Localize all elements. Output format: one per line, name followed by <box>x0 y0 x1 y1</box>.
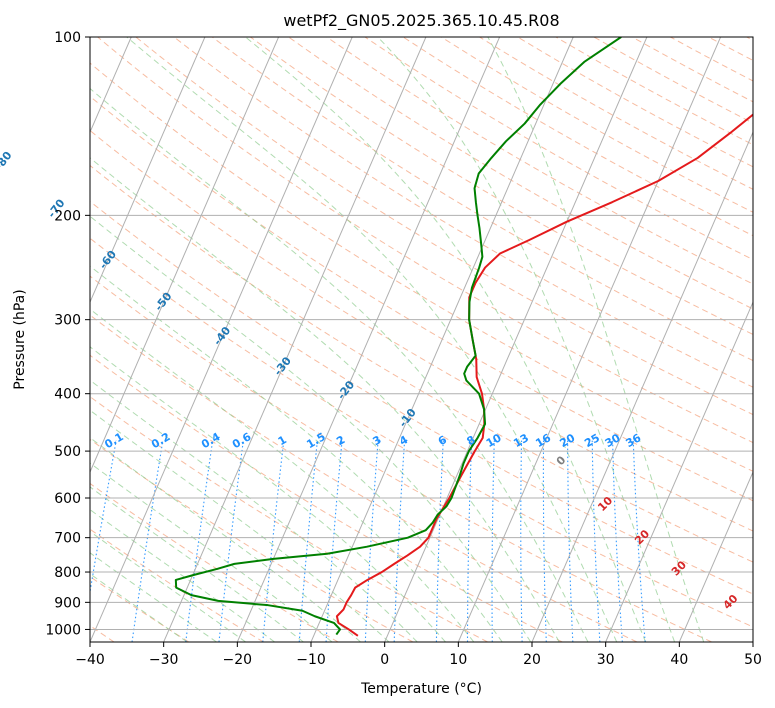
y-tick-label-6: 700 <box>54 531 81 547</box>
mixing-ratio-line-6 <box>325 440 343 642</box>
isotherm-16 <box>457 37 722 642</box>
axes: −40 −30 −20 −10 0 10 20 30 40 50 100 200 300 400 500 60… <box>45 30 762 668</box>
moist-adiabat-17 <box>377 37 676 642</box>
moist-adiabat-1 <box>90 552 217 642</box>
plot-frame <box>89 36 754 643</box>
y-tick-label-1: 200 <box>54 208 81 224</box>
dry-adiabat-31 <box>555 37 753 146</box>
y-tick-label-4: 500 <box>54 444 81 460</box>
x-tick-label-1: −30 <box>149 652 179 668</box>
mixing-ratio-line-4 <box>262 440 285 642</box>
dry-adiabat-26 <box>364 37 753 261</box>
y-tick-label-2: 300 <box>54 313 81 329</box>
isotherm-11 <box>90 37 353 642</box>
isotherm-10 <box>90 37 280 474</box>
moist-adiabat-13 <box>90 157 560 642</box>
dry-adiabat-15 <box>90 164 753 563</box>
y-tick-label-3: 400 <box>54 387 81 403</box>
mixing-ratio-line-15 <box>591 440 601 642</box>
isotherm-15 <box>384 37 648 642</box>
y-tick-label-9: 1000 <box>45 622 81 638</box>
plot-area <box>90 37 753 642</box>
moist-adiabat-18 <box>487 37 705 642</box>
dry-adiabat-17 <box>90 95 753 502</box>
mixing-ratio-line-13 <box>542 440 547 642</box>
mixing-ratio-line-2 <box>185 440 214 642</box>
moist-adiabat-10 <box>90 308 475 642</box>
chart-title: wetPf2_GN05.2025.365.10.45.R08 <box>283 11 559 31</box>
y-tick-label-8: 900 <box>54 595 81 611</box>
x-tick-label-9: 50 <box>744 652 762 668</box>
isotherm-14 <box>310 37 574 642</box>
mixing-ratio-line-16 <box>612 440 623 642</box>
x-tick-label-4: 0 <box>380 652 389 668</box>
mixing-ratio-line-5 <box>298 440 318 642</box>
moist-adiabat-8 <box>90 379 418 642</box>
y-tick-label-7: 800 <box>54 565 81 581</box>
mixing-ratio-line-17 <box>632 440 646 642</box>
isotherm-19 <box>678 470 753 642</box>
x-tick-label-8: 40 <box>670 652 688 668</box>
moist-adiabat-16 <box>245 37 647 642</box>
moist-adiabat-2 <box>90 530 246 642</box>
x-tick-label-3: −10 <box>296 652 326 668</box>
dry-adiabat-7 <box>90 482 339 642</box>
moist-adiabat-11 <box>90 265 503 642</box>
y-tick-label-5: 600 <box>54 491 81 507</box>
dry-adiabat-19 <box>97 37 753 444</box>
dry-adiabat-10 <box>90 354 563 642</box>
dry-adiabat-25 <box>326 37 753 285</box>
moist-adiabat-0 <box>90 573 188 642</box>
gridlines <box>90 37 753 642</box>
dry-adiabat-11 <box>90 314 638 642</box>
isotherm-13 <box>236 37 501 642</box>
mixing-ratio-line-11 <box>491 440 495 642</box>
moist-adiabat-15 <box>126 37 618 642</box>
mixing-ratio-line-10 <box>466 440 473 642</box>
dry-adiabat-28 <box>441 37 753 213</box>
isotherm-18 <box>605 300 753 642</box>
y-tick-label-0: 100 <box>54 30 81 46</box>
mixing-ratio-line-14 <box>567 440 574 642</box>
dry-adiabat-27 <box>402 37 753 237</box>
y-axis-label: Pressure (hPa) <box>12 289 28 389</box>
x-tick-label-6: 20 <box>523 652 541 668</box>
moist-adiabat-5 <box>90 462 333 642</box>
dry-adiabat-18 <box>90 62 753 472</box>
dry-adiabat-30 <box>517 37 753 168</box>
mixing-ratio-line-7 <box>364 440 379 642</box>
x-tick-label-7: 30 <box>597 652 615 668</box>
x-tick-label-2: −20 <box>223 652 253 668</box>
isotherm-9 <box>90 37 206 304</box>
x-axis-label: Temperature (°C) <box>360 681 482 697</box>
moist-adiabat-7 <box>90 409 390 642</box>
dry-adiabat-29 <box>479 37 753 190</box>
x-tick-label-5: 10 <box>449 652 467 668</box>
mixing-ratio-line-8 <box>393 440 406 642</box>
dewpoint-line <box>174 37 622 636</box>
mixing-ratio-line-3 <box>218 440 244 642</box>
dry-adiabat-24 <box>288 37 753 310</box>
isotherm-12 <box>163 37 427 642</box>
dry-adiabat-13 <box>90 237 753 628</box>
mixing-ratio-line-9 <box>435 440 444 642</box>
mixing-ratio-line-12 <box>520 440 523 642</box>
series-layer <box>174 37 753 637</box>
dry-adiabat-14 <box>90 200 753 595</box>
x-tick-label-0: −40 <box>75 652 105 668</box>
dry-adiabat-23 <box>250 37 753 335</box>
isotherm-17 <box>531 130 753 642</box>
